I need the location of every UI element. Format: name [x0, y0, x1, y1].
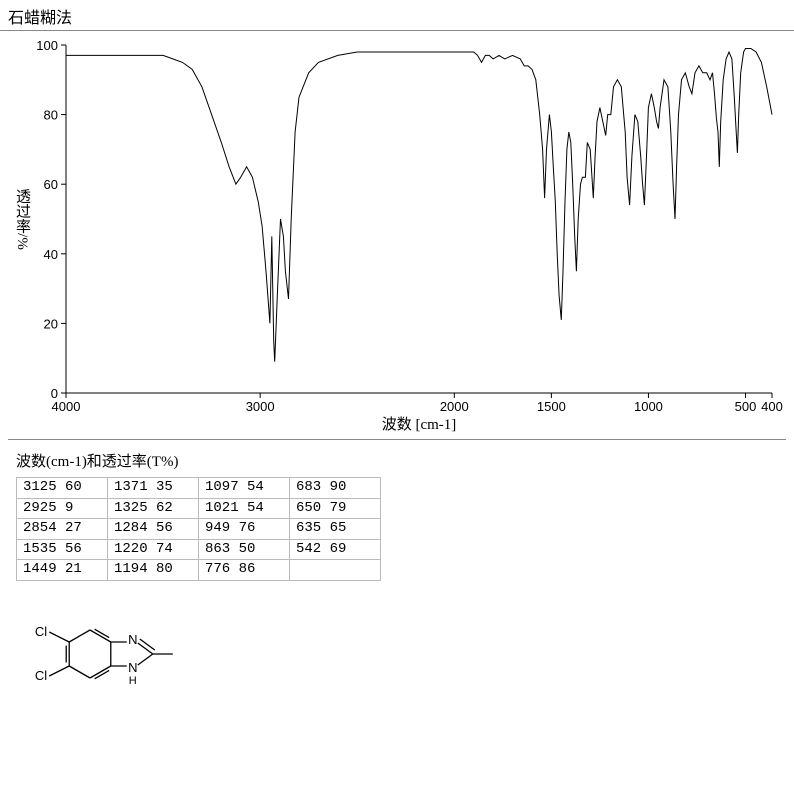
- molecule-structure: ClClNNH: [20, 599, 794, 724]
- table-cell: 1220 74: [108, 539, 199, 560]
- peak-table-title: 波数(cm-1)和透过率(T%): [16, 450, 794, 471]
- table-cell: 650 79: [290, 498, 381, 519]
- svg-text:100: 100: [36, 38, 58, 53]
- table-cell: 1284 56: [108, 519, 199, 540]
- table-cell: 1371 35: [108, 478, 199, 499]
- divider: [8, 439, 786, 440]
- table-cell: 3125 60: [17, 478, 108, 499]
- table-cell: 1449 21: [17, 560, 108, 581]
- table-cell: 949 76: [199, 519, 290, 540]
- table-cell: 1535 56: [17, 539, 108, 560]
- ir-spectrum-chart: 02040608010040003000200015001000500400波数…: [8, 35, 786, 433]
- table-cell: 635 65: [290, 519, 381, 540]
- table-cell: [290, 560, 381, 581]
- table-cell: 1021 54: [199, 498, 290, 519]
- svg-text:60: 60: [44, 177, 58, 192]
- table-cell: 863 50: [199, 539, 290, 560]
- table-cell: 2925 9: [17, 498, 108, 519]
- svg-text:N: N: [128, 632, 137, 647]
- table-cell: 2854 27: [17, 519, 108, 540]
- table-cell: 1194 80: [108, 560, 199, 581]
- table-cell: 1097 54: [199, 478, 290, 499]
- svg-text:1000: 1000: [634, 399, 663, 414]
- svg-text:波数 [cm-1]: 波数 [cm-1]: [382, 416, 457, 433]
- svg-text:Cl: Cl: [35, 668, 47, 683]
- svg-text:20: 20: [44, 316, 58, 331]
- svg-text:400: 400: [761, 399, 783, 414]
- svg-text:1500: 1500: [537, 399, 566, 414]
- svg-text:透过率/%: 透过率/%: [14, 188, 31, 250]
- svg-text:2000: 2000: [440, 399, 469, 414]
- table-cell: 776 86: [199, 560, 290, 581]
- svg-text:H: H: [129, 675, 137, 687]
- peak-table: 3125 601371 351097 54683 90 2925 91325 62…: [16, 477, 381, 581]
- svg-text:N: N: [128, 660, 137, 675]
- svg-text:4000: 4000: [52, 399, 81, 414]
- svg-text:500: 500: [735, 399, 757, 414]
- page-title: 石蜡糊法: [0, 0, 794, 31]
- table-cell: 542 69: [290, 539, 381, 560]
- svg-text:40: 40: [44, 247, 58, 262]
- svg-text:Cl: Cl: [35, 624, 47, 639]
- svg-text:80: 80: [44, 108, 58, 123]
- table-cell: 1325 62: [108, 498, 199, 519]
- table-cell: 683 90: [290, 478, 381, 499]
- svg-text:3000: 3000: [246, 399, 275, 414]
